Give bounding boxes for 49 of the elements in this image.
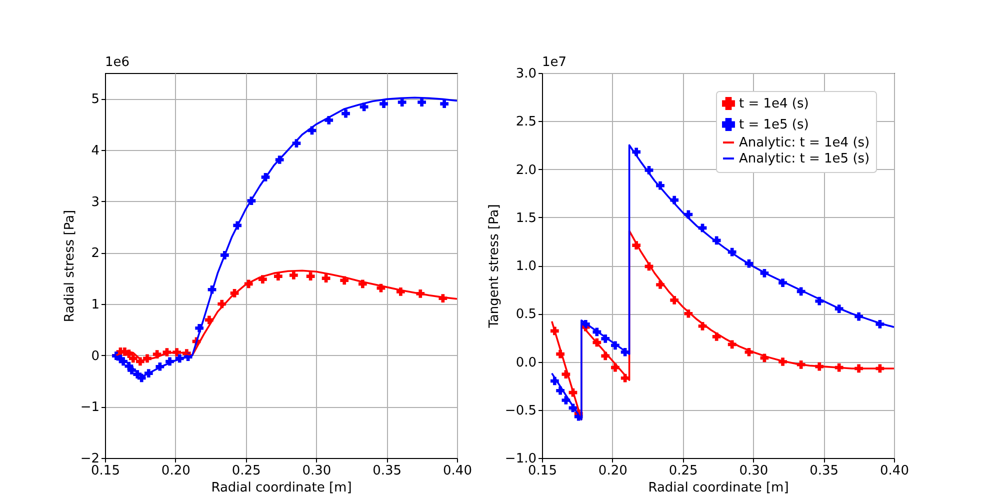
y-tick-label: 1 xyxy=(91,298,100,312)
y-tick-label: 4 xyxy=(91,144,100,158)
point xyxy=(342,109,350,118)
y-tick-label: −2 xyxy=(80,452,100,466)
x-tick-label: 0.40 xyxy=(880,464,909,478)
y-tick-label: 0.0 xyxy=(516,355,536,370)
text: 1e6 xyxy=(105,55,130,70)
y-tick-label: 3.0 xyxy=(516,66,536,82)
y-tick-label: 1.5 xyxy=(516,210,536,226)
y-tick-label: −0.5 xyxy=(504,403,536,418)
x-tick-label: 0.35 xyxy=(810,464,839,478)
text: 1e7 xyxy=(542,55,567,70)
y-tick-label: 5 xyxy=(91,92,100,108)
y-tick-label: −1 xyxy=(80,400,100,416)
y-tick-label: 0.5 xyxy=(516,307,536,322)
x-tick-label: 0.40 xyxy=(443,464,472,478)
y-tick-label: 3 xyxy=(91,194,100,210)
legend-label: t = 1e4 (s) xyxy=(739,96,809,112)
point xyxy=(274,272,282,280)
point xyxy=(322,274,330,283)
x-tick-label: 0.25 xyxy=(232,464,261,478)
point xyxy=(440,100,449,108)
x-tick-label: 0.20 xyxy=(161,464,190,478)
legend-label: t = 1e5 (s) xyxy=(739,118,809,132)
y-tick-label: 2.5 xyxy=(516,114,536,130)
x-tick-label: 0.15 xyxy=(91,464,120,478)
point xyxy=(289,271,298,280)
point xyxy=(128,354,138,363)
point xyxy=(398,98,406,106)
y-axis-title: Tangent stress [Pa] xyxy=(486,204,502,329)
legend-label: Analytic: t = 1e4 (s) xyxy=(739,136,870,150)
x-tick-label: 0.15 xyxy=(528,464,557,478)
x-axis-title: Radial coordinate [m] xyxy=(211,480,352,496)
x-axis-title: Radial coordinate [m] xyxy=(648,480,789,496)
point xyxy=(306,272,315,280)
x-tick-label: 0.25 xyxy=(668,464,698,478)
point xyxy=(418,98,426,106)
x-tick-label: 0.20 xyxy=(598,464,628,478)
y-tick-label: 2 xyxy=(91,246,100,262)
legend-label: Analytic: t = 1e5 (s) xyxy=(739,152,870,166)
point xyxy=(380,100,388,108)
y-tick-label: 1.0 xyxy=(516,259,536,274)
y-axis-title: Radial stress [Pa] xyxy=(62,210,78,322)
y-tick-label: −1.0 xyxy=(504,452,536,466)
x-tick-label: 0.35 xyxy=(372,464,402,478)
y-tick-label: 0 xyxy=(91,348,100,364)
x-tick-label: 0.30 xyxy=(739,464,768,478)
x-tick-label: 0.30 xyxy=(302,464,332,478)
y-tick-label: 2.0 xyxy=(516,162,536,178)
